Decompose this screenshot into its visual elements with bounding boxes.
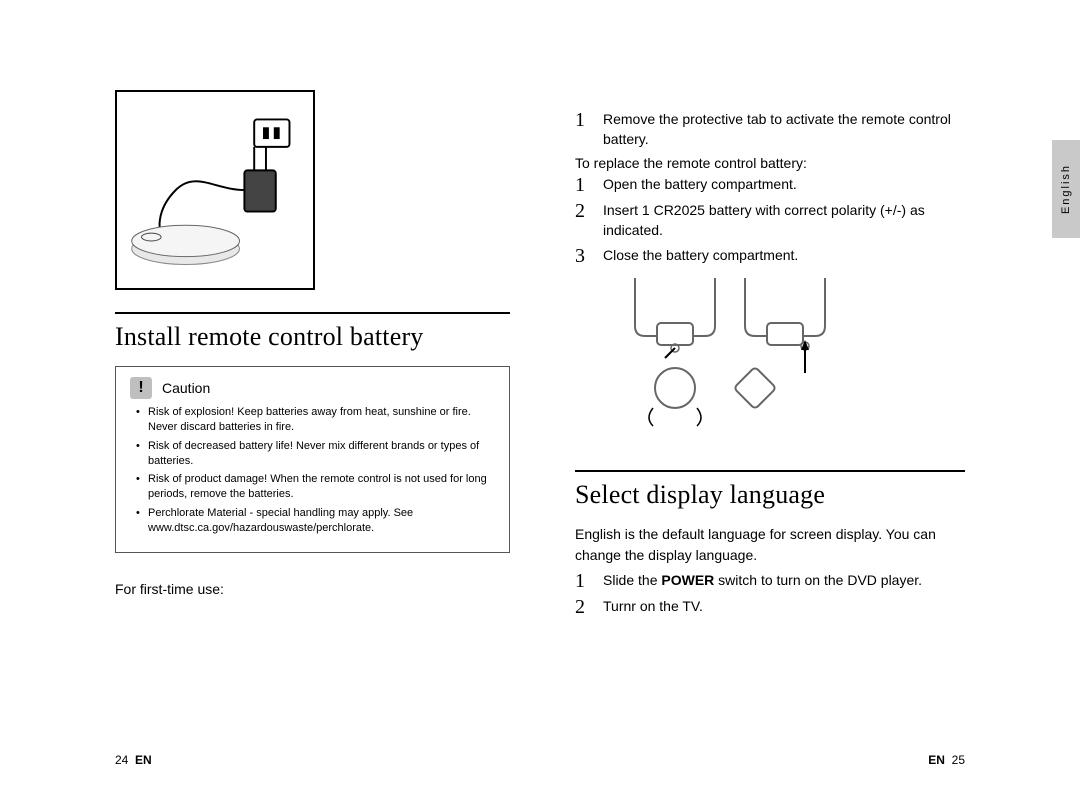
step-text: Open the battery compartment.	[603, 175, 797, 195]
section-rule	[115, 312, 510, 314]
step-item: 3 Close the battery compartment.	[575, 246, 965, 266]
caution-label: Caution	[162, 380, 210, 396]
step-item: 2 Insert 1 CR2025 battery with correct p…	[575, 201, 965, 240]
step-item: 2 Turnr on the TV.	[575, 597, 965, 617]
replace-heading: To replace the remote control battery:	[575, 155, 965, 171]
step-number: 1	[575, 571, 589, 591]
caution-box: ! Caution Risk of explosion! Keep batter…	[115, 366, 510, 553]
page-lang: EN	[135, 753, 152, 767]
right-page: 1 Remove the protective tab to activate …	[540, 0, 1080, 809]
step-number: 3	[575, 246, 589, 266]
caution-icon: !	[130, 377, 152, 399]
step-number: 1	[575, 175, 589, 195]
caution-header: ! Caution	[130, 377, 495, 399]
step-text: Close the battery compartment.	[603, 246, 798, 266]
step-item: 1 Remove the protective tab to activate …	[575, 110, 965, 149]
step-item: 1 Open the battery compartment.	[575, 175, 965, 195]
battery-compartment-illustration	[605, 278, 875, 448]
first-time-use-label: For first-time use:	[115, 581, 510, 597]
section-rule	[575, 470, 965, 472]
page-lang: EN	[928, 753, 945, 767]
step-number: 2	[575, 201, 589, 240]
page-number: 25	[952, 753, 965, 767]
step-text: Turnr on the TV.	[603, 597, 703, 617]
page-footer-left: 24 EN	[115, 753, 152, 767]
step-number: 1	[575, 110, 589, 149]
replace-steps: 1 Open the battery compartment. 2 Insert…	[575, 175, 965, 266]
step-text: Insert 1 CR2025 battery with correct pol…	[603, 201, 965, 240]
caution-item: Perchlorate Material - special handling …	[148, 506, 495, 536]
left-page: Install remote control battery ! Caution…	[0, 0, 540, 809]
caution-item: Risk of decreased battery life! Never mi…	[148, 439, 495, 469]
power-adapter-illustration	[115, 90, 315, 290]
caution-list: Risk of explosion! Keep batteries away f…	[130, 405, 495, 536]
step-item: 1 Slide the POWER switch to turn on the …	[575, 571, 965, 591]
page-number: 24	[115, 753, 128, 767]
page-footer-right: EN 25	[928, 753, 965, 767]
language-steps: 1 Slide the POWER switch to turn on the …	[575, 571, 965, 617]
language-tab: English	[1052, 140, 1080, 238]
heading-select-language: Select display language	[575, 480, 965, 510]
caution-item: Risk of explosion! Keep batteries away f…	[148, 405, 495, 435]
language-tab-label: English	[1060, 164, 1072, 214]
activate-steps: 1 Remove the protective tab to activate …	[575, 110, 965, 149]
heading-install-battery: Install remote control battery	[115, 322, 510, 352]
step-text: Slide the POWER switch to turn on the DV…	[603, 571, 922, 591]
step-number: 2	[575, 597, 589, 617]
step-text: Remove the protective tab to activate th…	[603, 110, 965, 149]
caution-item: Risk of product damage! When the remote …	[148, 472, 495, 502]
language-body: English is the default language for scre…	[575, 524, 965, 565]
